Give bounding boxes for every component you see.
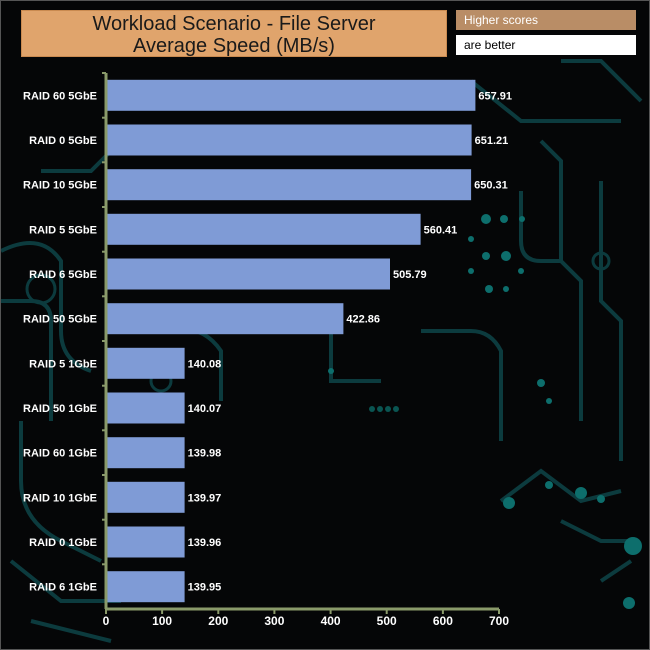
category-label-5: RAID 50 5GbE <box>23 314 97 326</box>
circuit-trace-9 <box>421 329 503 441</box>
category-label-10: RAID 0 1GbE <box>29 537 97 549</box>
circuit-trace-5 <box>519 191 561 263</box>
value-label-6: 140.08 <box>188 358 222 370</box>
circuit-trace-13 <box>599 559 633 583</box>
circuit-trace-8 <box>560 519 631 543</box>
x-tick-label-1: 100 <box>152 614 172 628</box>
bar-7 <box>107 392 185 424</box>
bar-9 <box>107 481 185 513</box>
bar-2 <box>107 169 472 201</box>
circuit-pad-0 <box>369 406 375 412</box>
are-better-note: are better <box>456 35 636 55</box>
circuit-dot-12 <box>328 368 334 374</box>
circuit-dot-7 <box>468 268 474 274</box>
value-label-0: 657.91 <box>478 90 512 102</box>
chart-title: Workload Scenario - File Server Average … <box>21 10 447 57</box>
circuit-dot-17 <box>623 597 635 609</box>
chart-title-line-1: Workload Scenario - File Server <box>92 13 376 35</box>
value-label-8: 139.98 <box>188 448 222 460</box>
bar-4 <box>107 258 390 290</box>
bar-6 <box>107 347 185 379</box>
circuit-trace-6 <box>469 79 621 123</box>
circuit-trace-16 <box>30 619 112 643</box>
category-label-9: RAID 10 1GbE <box>23 492 97 504</box>
category-label-11: RAID 6 1GbE <box>29 582 97 594</box>
circuit-dot-10 <box>537 379 545 387</box>
x-tick-label-0: 0 <box>103 614 110 628</box>
circuit-dot-13 <box>503 497 515 509</box>
circuit-dot-5 <box>501 251 511 261</box>
x-tick-label-6: 600 <box>433 614 453 628</box>
bar-5 <box>107 303 344 335</box>
circuit-ring-2 <box>591 251 611 271</box>
bar-3 <box>107 213 421 245</box>
circuit-dot-9 <box>503 286 509 292</box>
value-label-4: 505.79 <box>393 269 427 281</box>
bar-0 <box>107 79 476 111</box>
circuit-dot-6 <box>518 268 524 274</box>
circuit-dot-8 <box>485 285 493 293</box>
x-tick-label-5: 500 <box>377 614 397 628</box>
circuit-trace-14 <box>561 59 643 103</box>
circuit-dot-18 <box>597 495 605 503</box>
value-label-2: 650.31 <box>474 180 508 192</box>
x-tick-label-2: 200 <box>208 614 228 628</box>
circuit-dot-0 <box>481 214 491 224</box>
category-label-2: RAID 10 5GbE <box>23 180 97 192</box>
category-label-1: RAID 0 5GbE <box>29 135 97 147</box>
circuit-dot-16 <box>624 537 642 555</box>
value-label-11: 139.95 <box>188 582 222 594</box>
circuit-dot-14 <box>545 481 553 489</box>
category-label-0: RAID 60 5GbE <box>23 90 97 102</box>
circuit-dot-3 <box>468 236 474 242</box>
category-label-4: RAID 6 5GbE <box>29 269 97 281</box>
x-tick-label-7: 700 <box>489 614 509 628</box>
x-tick-label-4: 400 <box>321 614 341 628</box>
circuit-pad-1 <box>377 406 383 412</box>
value-label-1: 651.21 <box>475 135 509 147</box>
bar-10 <box>107 526 185 558</box>
value-label-5: 422.86 <box>346 314 380 326</box>
circuit-trace-12 <box>9 559 121 603</box>
circuit-dot-2 <box>519 216 525 222</box>
circuit-trace-4 <box>599 181 623 461</box>
value-label-7: 140.07 <box>188 403 222 415</box>
bar-1 <box>107 124 472 156</box>
circuit-trace-10 <box>329 321 381 383</box>
chart-title-line-2: Average Speed (MB/s) <box>133 35 335 57</box>
circuit-dot-15 <box>575 487 587 499</box>
bar-8 <box>107 437 185 469</box>
value-label-9: 139.97 <box>188 492 222 504</box>
category-label-6: RAID 5 1GbE <box>29 358 97 370</box>
circuit-dot-11 <box>546 398 552 404</box>
circuit-pad-3 <box>393 406 399 412</box>
circuit-dot-1 <box>500 215 508 223</box>
circuit-trace-2 <box>1 299 53 421</box>
category-label-8: RAID 60 1GbE <box>23 448 97 460</box>
x-tick-label-3: 300 <box>264 614 284 628</box>
category-label-3: RAID 5 5GbE <box>29 224 97 236</box>
circuit-trace-15 <box>41 149 113 173</box>
circuit-pad-2 <box>385 406 391 412</box>
circuit-trace-1 <box>19 421 102 563</box>
value-label-3: 560.41 <box>424 224 458 236</box>
bar-11 <box>107 571 185 603</box>
value-label-10: 139.96 <box>188 537 222 549</box>
circuit-ring-0 <box>25 273 57 305</box>
circuit-dot-4 <box>482 252 490 260</box>
higher-scores-note: Higher scores <box>456 10 636 30</box>
category-label-7: RAID 50 1GbE <box>23 403 97 415</box>
circuit-trace-0 <box>1 241 92 373</box>
